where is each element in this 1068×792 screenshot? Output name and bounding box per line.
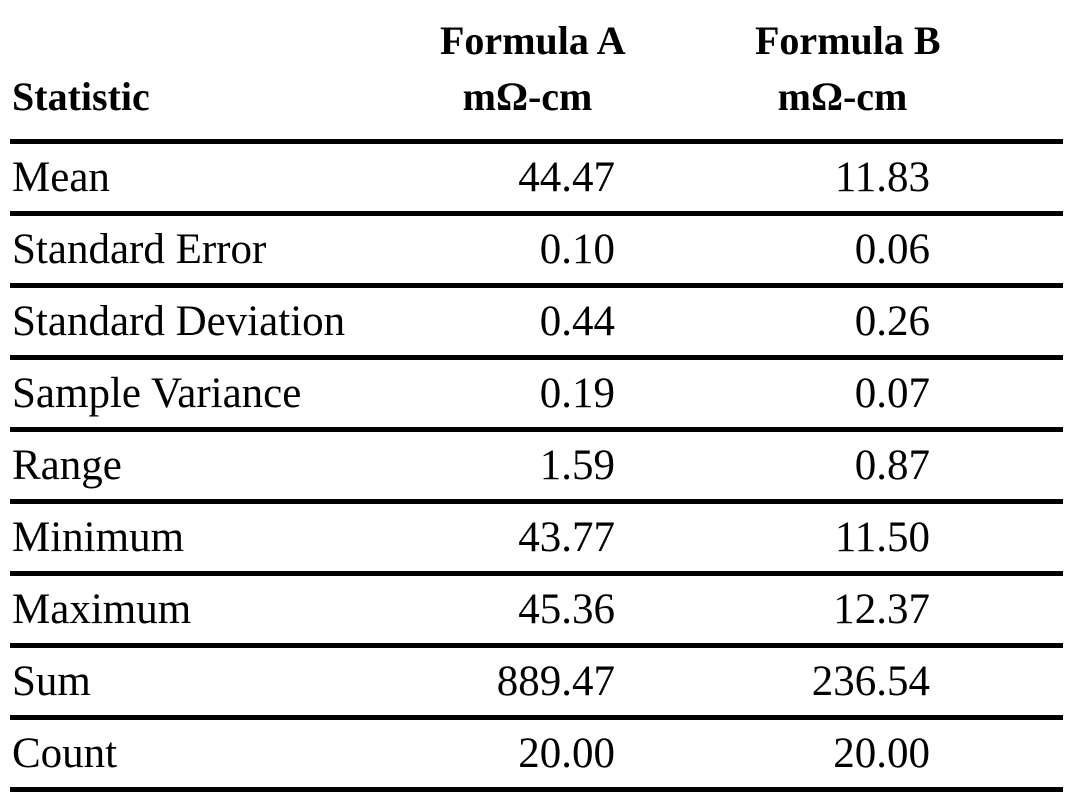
cell-spacer: [930, 213, 1063, 288]
formula-b-unit: mΩ-cm: [777, 74, 908, 119]
formula-a-value: 43.77: [440, 501, 615, 576]
formula-a-value: 45.36: [440, 573, 615, 648]
row-label: Range: [10, 429, 440, 504]
statistics-table: Statistic Formula A mΩ-cm Formula B mΩ-c…: [10, 0, 1063, 792]
row-label: Maximum: [10, 573, 440, 648]
formula-b-name: Formula B: [755, 18, 941, 63]
formula-b-value: 236.54: [755, 645, 930, 720]
table-row: Range 1.59 0.87: [10, 429, 1063, 504]
table-row: Count 20.00 20.00: [10, 717, 1063, 792]
formula-b-value: 0.87: [755, 429, 930, 504]
formula-b-value: 0.26: [755, 285, 930, 360]
table-row: Sample Variance 0.19 0.07: [10, 357, 1063, 432]
formula-b-value: 11.50: [755, 501, 930, 576]
table-row: Standard Deviation 0.44 0.26: [10, 285, 1063, 360]
formula-b-value: 20.00: [755, 717, 930, 792]
formula-a-value: 1.59: [440, 429, 615, 504]
cell-spacer: [615, 573, 755, 648]
formula-b-header: Formula B mΩ-cm: [755, 0, 941, 144]
cell-spacer: [930, 717, 1063, 792]
table-row: Minimum 43.77 11.50: [10, 501, 1063, 576]
cell-spacer: [930, 285, 1063, 360]
cell-spacer: [930, 429, 1063, 504]
cell-spacer: [615, 645, 755, 720]
header-spacer: [615, 0, 755, 144]
cell-spacer: [930, 357, 1063, 432]
formula-a-value: 44.47: [440, 141, 615, 216]
cell-spacer: [930, 573, 1063, 648]
header-row: Statistic Formula A mΩ-cm Formula B mΩ-c…: [10, 0, 1063, 144]
cell-spacer: [615, 285, 755, 360]
formula-b-value: 11.83: [755, 141, 930, 216]
formula-a-value: 20.00: [440, 717, 615, 792]
formula-b-value: 0.07: [755, 357, 930, 432]
formula-b-value: 0.06: [755, 213, 930, 288]
row-label: Mean: [10, 141, 440, 216]
table-row: Sum 889.47 236.54: [10, 645, 1063, 720]
table-row: Maximum 45.36 12.37: [10, 573, 1063, 648]
table-row: Standard Error 0.10 0.06: [10, 213, 1063, 288]
cell-spacer: [615, 141, 755, 216]
cell-spacer: [930, 645, 1063, 720]
formula-a-unit: mΩ-cm: [462, 74, 593, 119]
cell-spacer: [930, 501, 1063, 576]
cell-spacer: [615, 357, 755, 432]
table-row: Mean 44.47 11.83: [10, 141, 1063, 216]
header-spacer: [930, 0, 1063, 144]
row-label: Standard Deviation: [10, 285, 440, 360]
row-label: Count: [10, 717, 440, 792]
formula-a-value: 0.44: [440, 285, 615, 360]
formula-a-header: Formula A mΩ-cm: [440, 0, 626, 144]
formula-a-value: 0.10: [440, 213, 615, 288]
row-label: Minimum: [10, 501, 440, 576]
formula-a-value: 889.47: [440, 645, 615, 720]
formula-a-value: 0.19: [440, 357, 615, 432]
row-label: Sum: [10, 645, 440, 720]
cell-spacer: [615, 717, 755, 792]
formula-b-value: 12.37: [755, 573, 930, 648]
statistic-header: Statistic: [10, 0, 440, 144]
cell-spacer: [615, 213, 755, 288]
formula-a-name: Formula A: [440, 18, 626, 63]
cell-spacer: [930, 141, 1063, 216]
cell-spacer: [615, 501, 755, 576]
row-label: Standard Error: [10, 213, 440, 288]
row-label: Sample Variance: [10, 357, 440, 432]
cell-spacer: [615, 429, 755, 504]
